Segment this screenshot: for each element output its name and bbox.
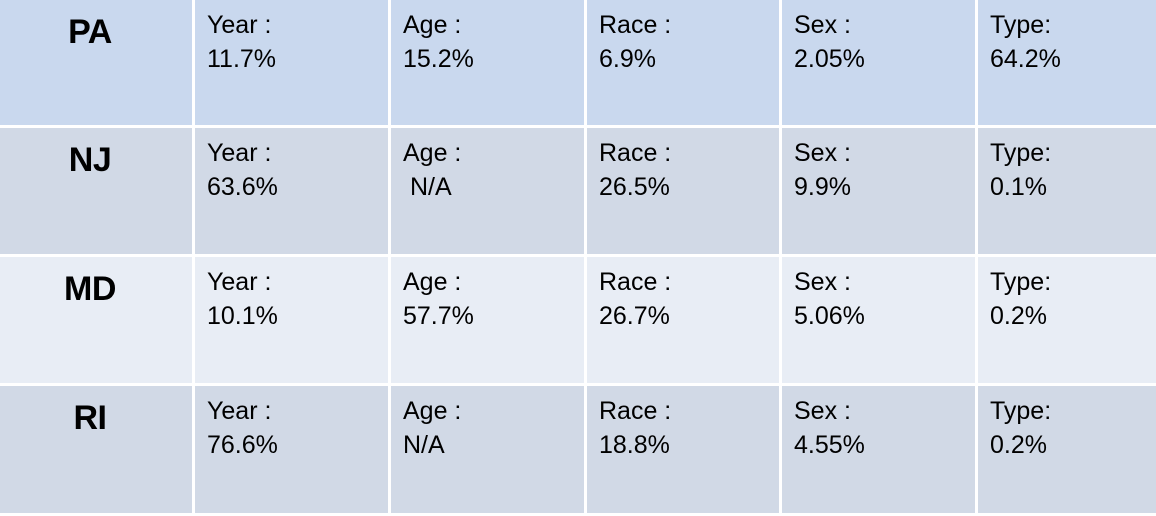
age-cell: Age : 57.7% (391, 257, 584, 383)
metric-value: 10.1% (207, 302, 278, 330)
race-cell: Race : 18.8% (587, 386, 779, 513)
metric-value: 26.5% (599, 173, 670, 201)
age-cell: Age : N/A (391, 128, 584, 254)
metric-label: Type: (990, 397, 1052, 425)
metric-value: 4.55% (794, 431, 865, 459)
metric-label: Sex : (794, 139, 851, 167)
metric-value: 26.7% (599, 302, 670, 330)
age-cell: Age : N/A (391, 386, 584, 513)
metric-value: N/A (403, 431, 445, 459)
sex-cell: Sex : 5.06% (782, 257, 975, 383)
metric-label: Sex : (794, 268, 851, 296)
state-cell: NJ (0, 128, 192, 254)
metric-value: 63.6% (207, 173, 278, 201)
metric-value: 2.05% (794, 45, 865, 73)
type-cell: Type: 0.2% (978, 386, 1156, 513)
metric-label: Sex : (794, 397, 851, 425)
metric-label: Type: (990, 11, 1052, 39)
year-cell: Year : 63.6% (195, 128, 388, 254)
metric-label: Age : (403, 268, 462, 296)
metric-value: 11.7% (207, 45, 277, 73)
metric-label: Race : (599, 11, 672, 39)
metric-label: Age : (403, 139, 462, 167)
metric-value: 18.8% (599, 431, 670, 459)
year-cell: Year : 11.7% (195, 0, 388, 125)
metric-value: 0.2% (990, 302, 1047, 330)
year-cell: Year : 10.1% (195, 257, 388, 383)
metric-label: Age : (403, 11, 462, 39)
sex-cell: Sex : 2.05% (782, 0, 975, 125)
state-cell: PA (0, 0, 192, 125)
state-label: PA (68, 13, 112, 51)
metric-value: 64.2% (990, 45, 1061, 73)
state-cell: MD (0, 257, 192, 383)
state-label: NJ (68, 141, 112, 179)
metric-label: Type: (990, 139, 1052, 167)
metric-label: Race : (599, 268, 672, 296)
race-cell: Race : 6.9% (587, 0, 779, 125)
metric-label: Year : (207, 268, 272, 296)
metric-label: Race : (599, 397, 672, 425)
metric-label: Year : (207, 397, 272, 425)
age-cell: Age : 15.2% (391, 0, 584, 125)
metric-value: 57.7% (403, 302, 474, 330)
year-cell: Year : 76.6% (195, 386, 388, 513)
state-label: RI (73, 399, 108, 437)
metric-value: 9.9% (794, 173, 851, 201)
type-cell: Type: 64.2% (978, 0, 1156, 125)
sex-cell: Sex : 9.9% (782, 128, 975, 254)
metric-value: 76.6% (207, 431, 278, 459)
metric-label: Age : (403, 397, 462, 425)
sex-cell: Sex : 4.55% (782, 386, 975, 513)
metric-label: Type: (990, 268, 1052, 296)
state-label: MD (64, 270, 116, 308)
race-cell: Race : 26.7% (587, 257, 779, 383)
metric-label: Year : (207, 11, 272, 39)
type-cell: Type: 0.1% (978, 128, 1156, 254)
race-cell: Race : 26.5% (587, 128, 779, 254)
metric-value: N/A (403, 173, 452, 201)
metric-label: Race : (599, 139, 672, 167)
type-cell: Type: 0.2% (978, 257, 1156, 383)
metric-value: 0.2% (990, 431, 1047, 459)
state-cell: RI (0, 386, 192, 513)
metric-value: 0.1% (990, 173, 1047, 201)
metric-value: 6.9% (599, 45, 656, 73)
metric-value: 15.2% (403, 45, 474, 73)
metric-value: 5.06% (794, 302, 865, 330)
metric-label: Year : (207, 139, 272, 167)
metric-label: Sex : (794, 11, 851, 39)
